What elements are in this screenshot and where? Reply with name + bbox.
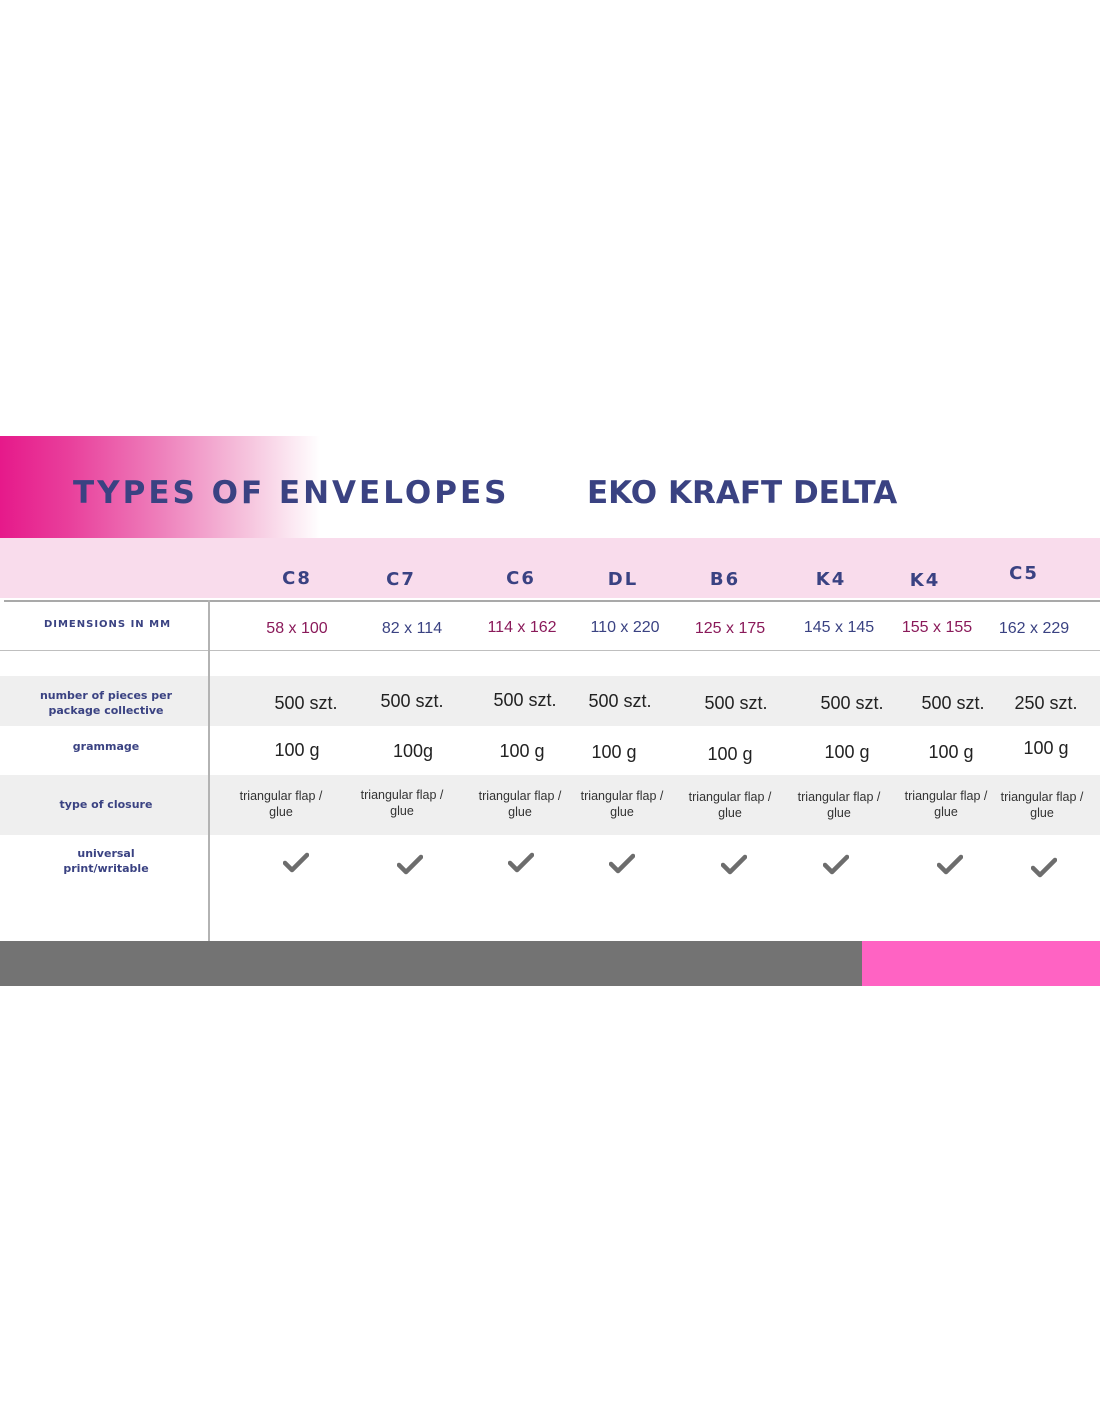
- closure-label: type of closure: [59, 798, 153, 811]
- title-gradient-banner: [0, 436, 320, 538]
- closure-line: glue: [827, 806, 851, 820]
- closure-value: triangular flap / glue: [470, 788, 570, 820]
- pieces-label-line: number of pieces per: [39, 689, 173, 702]
- checkmark-icon: [283, 852, 309, 873]
- universal-label-line: universal: [77, 847, 135, 860]
- closure-line: triangular flap /: [797, 790, 881, 804]
- checkmark-icon: [721, 854, 747, 875]
- closure-value: triangular flap / glue: [352, 787, 452, 819]
- closure-line: glue: [718, 806, 742, 820]
- dimension-value: 155 x 155: [901, 619, 973, 636]
- pieces-label-line: package collective: [48, 704, 164, 717]
- dimension-value: 125 x 175: [694, 620, 766, 637]
- closure-line: glue: [610, 805, 634, 819]
- pieces-value: 500 szt.: [588, 691, 652, 711]
- closure-value: triangular flap / glue: [680, 789, 780, 821]
- dimension-value: 82 x 114: [381, 620, 443, 637]
- grammage-value: 100 g: [824, 742, 870, 762]
- pieces-value: 500 szt.: [921, 693, 985, 713]
- closure-line: glue: [508, 805, 532, 819]
- column-header-k4: K4: [815, 569, 847, 590]
- footer-bar-pink: [862, 941, 1100, 986]
- grammage-value: 100 g: [499, 741, 545, 761]
- pieces-value: 500 szt.: [820, 693, 884, 713]
- checkmark-icon: [609, 853, 635, 874]
- dimension-value: 145 x 145: [803, 619, 875, 636]
- closure-line: triangular flap /: [904, 789, 988, 803]
- page-title: TYPES OF ENVELOPES: [73, 475, 510, 511]
- checkmark-icon: [937, 854, 963, 875]
- grammage-value: 100 g: [707, 744, 753, 764]
- column-header-c6: C6: [506, 568, 536, 589]
- grammage-value: 100 g: [591, 742, 637, 762]
- closure-line: triangular flap /: [688, 790, 772, 804]
- pieces-label: number of pieces per package collective: [31, 688, 181, 718]
- closure-value: triangular flap / glue: [992, 789, 1092, 821]
- closure-value: triangular flap / glue: [231, 788, 331, 820]
- header-divider: [4, 600, 1100, 602]
- closure-line: triangular flap /: [478, 789, 562, 803]
- closure-line: glue: [390, 804, 414, 818]
- closure-line: triangular flap /: [239, 789, 323, 803]
- pieces-value: 500 szt.: [704, 693, 768, 713]
- grammage-value: 100g: [392, 741, 434, 761]
- column-header-k4-b: K4: [909, 570, 941, 591]
- dimensions-label: DIMENSIONS IN MM: [43, 619, 172, 630]
- dimension-value: 110 x 220: [590, 619, 660, 636]
- closure-line: triangular flap /: [360, 788, 444, 802]
- closure-line: triangular flap /: [580, 789, 664, 803]
- checkmark-icon: [508, 852, 534, 873]
- closure-line: glue: [269, 805, 293, 819]
- column-header-b6: B6: [709, 569, 741, 590]
- universal-label: universal print/writable: [31, 846, 181, 876]
- closure-value: triangular flap / glue: [572, 788, 672, 820]
- grammage-value: 100 g: [928, 742, 974, 762]
- grammage-label: grammage: [72, 740, 140, 753]
- grammage-value: 100 g: [274, 740, 320, 760]
- dimension-value: 162 x 229: [998, 620, 1070, 637]
- checkmark-icon: [1031, 857, 1057, 878]
- column-header-c7: C7: [386, 569, 416, 590]
- dimension-value: 114 x 162: [487, 619, 557, 636]
- pieces-row-stripe: [0, 676, 1100, 726]
- closure-line: triangular flap /: [1000, 790, 1084, 804]
- column-header-c8: C8: [282, 568, 312, 589]
- pieces-value: 500 szt.: [380, 691, 444, 711]
- pieces-value: 500 szt.: [493, 690, 557, 710]
- dimension-value: 58 x 100: [266, 620, 328, 637]
- footer-bar-gray: [0, 941, 862, 986]
- closure-row-stripe: [0, 775, 1100, 835]
- column-header-band: [0, 538, 1100, 598]
- checkmark-icon: [823, 854, 849, 875]
- universal-label-line: print/writable: [63, 862, 149, 875]
- dimensions-divider: [0, 650, 1100, 651]
- closure-value: triangular flap / glue: [896, 788, 996, 820]
- closure-line: glue: [1030, 806, 1054, 820]
- closure-value: triangular flap / glue: [789, 789, 889, 821]
- pieces-value: 500 szt.: [274, 693, 338, 713]
- checkmark-icon: [397, 854, 423, 875]
- closure-line: glue: [934, 805, 958, 819]
- column-header-dl: DL: [607, 569, 639, 590]
- product-name: EKO KRAFT DELTA: [587, 475, 898, 511]
- column-header-c5: C5: [1009, 563, 1039, 584]
- pieces-value: 250 szt.: [1014, 693, 1078, 713]
- grammage-value: 100 g: [1023, 738, 1069, 758]
- label-column-divider: [208, 600, 210, 986]
